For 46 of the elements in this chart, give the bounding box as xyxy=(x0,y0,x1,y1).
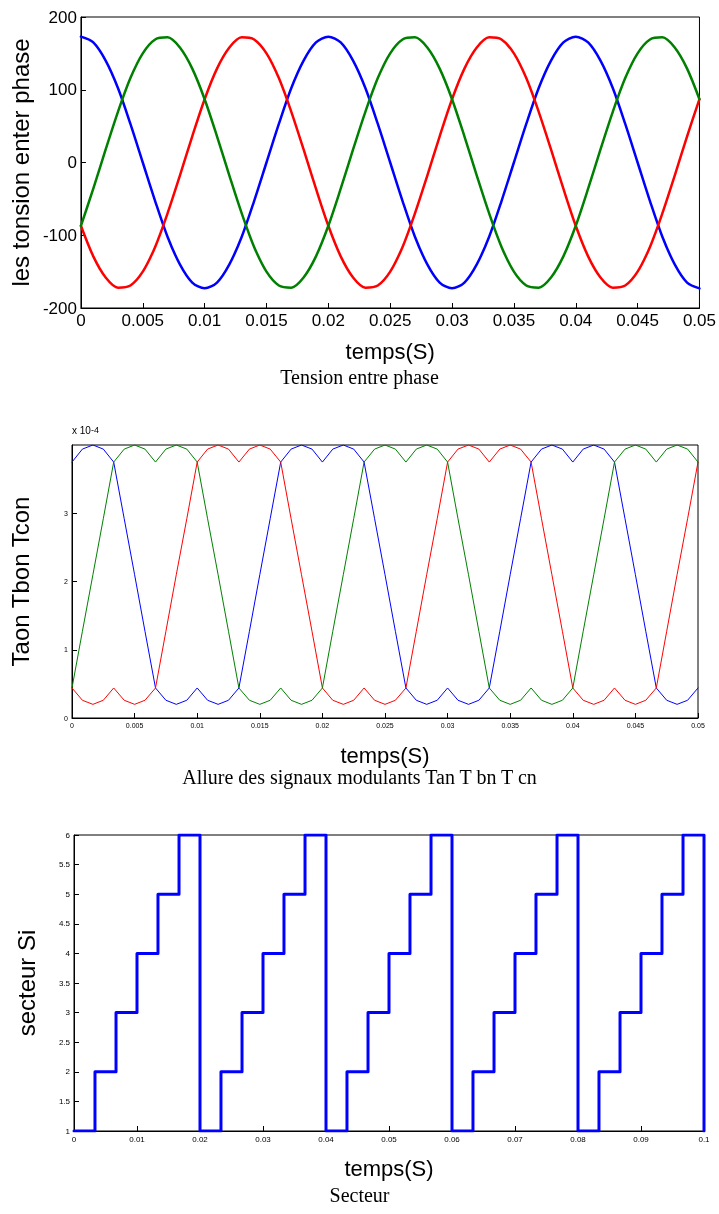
y-tick-label: 5.5 xyxy=(58,860,71,870)
x-tick-label: 0.015 xyxy=(245,311,288,330)
x-tick-label: 0.02 xyxy=(311,311,345,330)
y-tick-label: 3 xyxy=(65,1008,71,1018)
x-tick-label: 0.01 xyxy=(188,311,222,330)
x-tick-label: 0.07 xyxy=(507,1134,524,1144)
y-tick-label: 100 xyxy=(48,80,77,100)
x-axis-title: temps(S) xyxy=(344,1155,434,1181)
text: x 10-4 xyxy=(72,424,99,436)
x-tick-label: 0.005 xyxy=(121,311,165,330)
y-tick-label: -100 xyxy=(42,225,77,245)
x-tick-label: 0.05 xyxy=(381,1134,398,1144)
x-tick-label: 0.045 xyxy=(616,311,659,330)
text: Secteur xyxy=(329,1184,390,1206)
y-axis-title: secteur Si xyxy=(12,929,40,1037)
x-tick-label: 0.025 xyxy=(368,311,412,330)
line-series xyxy=(71,444,699,705)
y-tick-label: 0 xyxy=(67,153,77,172)
y-tick-label: 2 xyxy=(65,1067,71,1077)
y-axis-title: les tonsion enter phase xyxy=(6,38,34,287)
x-tick-label: 0.01 xyxy=(129,1134,146,1144)
y-tick-label: 1.5 xyxy=(58,1096,71,1106)
y-tick-label: -200 xyxy=(42,298,77,318)
y-tick-label: 1 xyxy=(65,1126,71,1136)
y-axis-title: Taon Tbon Tcon xyxy=(6,496,34,667)
x-tick-label: 0.05 xyxy=(682,311,716,330)
text: Tension entre phase xyxy=(280,366,439,389)
x-tick-label: 0.04 xyxy=(318,1134,335,1144)
y-tick-label: 3.5 xyxy=(58,978,71,988)
x-tick-label: 0.09 xyxy=(633,1134,650,1144)
x-tick-label: 0.035 xyxy=(492,311,536,330)
y-tick-label: 4 xyxy=(65,948,71,958)
x-tick-label: 0.08 xyxy=(570,1134,587,1144)
y-tick-label: 4.5 xyxy=(58,919,71,929)
y-tick-label: 2.5 xyxy=(58,1037,71,1047)
x-tick-label: 0.1 xyxy=(698,1134,711,1144)
y-tick-label: 200 xyxy=(48,7,77,27)
x-axis-title: temps(S) xyxy=(345,338,435,364)
y-tick-label: 6 xyxy=(65,830,71,840)
x-axis-title: temps(S) xyxy=(340,742,430,768)
x-tick-label: 0.06 xyxy=(444,1134,461,1144)
x-tick-label: 0.03 xyxy=(435,311,469,330)
y-tick-label: 5 xyxy=(65,889,71,899)
x-tick-label: 0.04 xyxy=(559,311,593,330)
x-tick-label: 0.03 xyxy=(255,1134,272,1144)
x-tick-label: 0.02 xyxy=(192,1134,209,1144)
